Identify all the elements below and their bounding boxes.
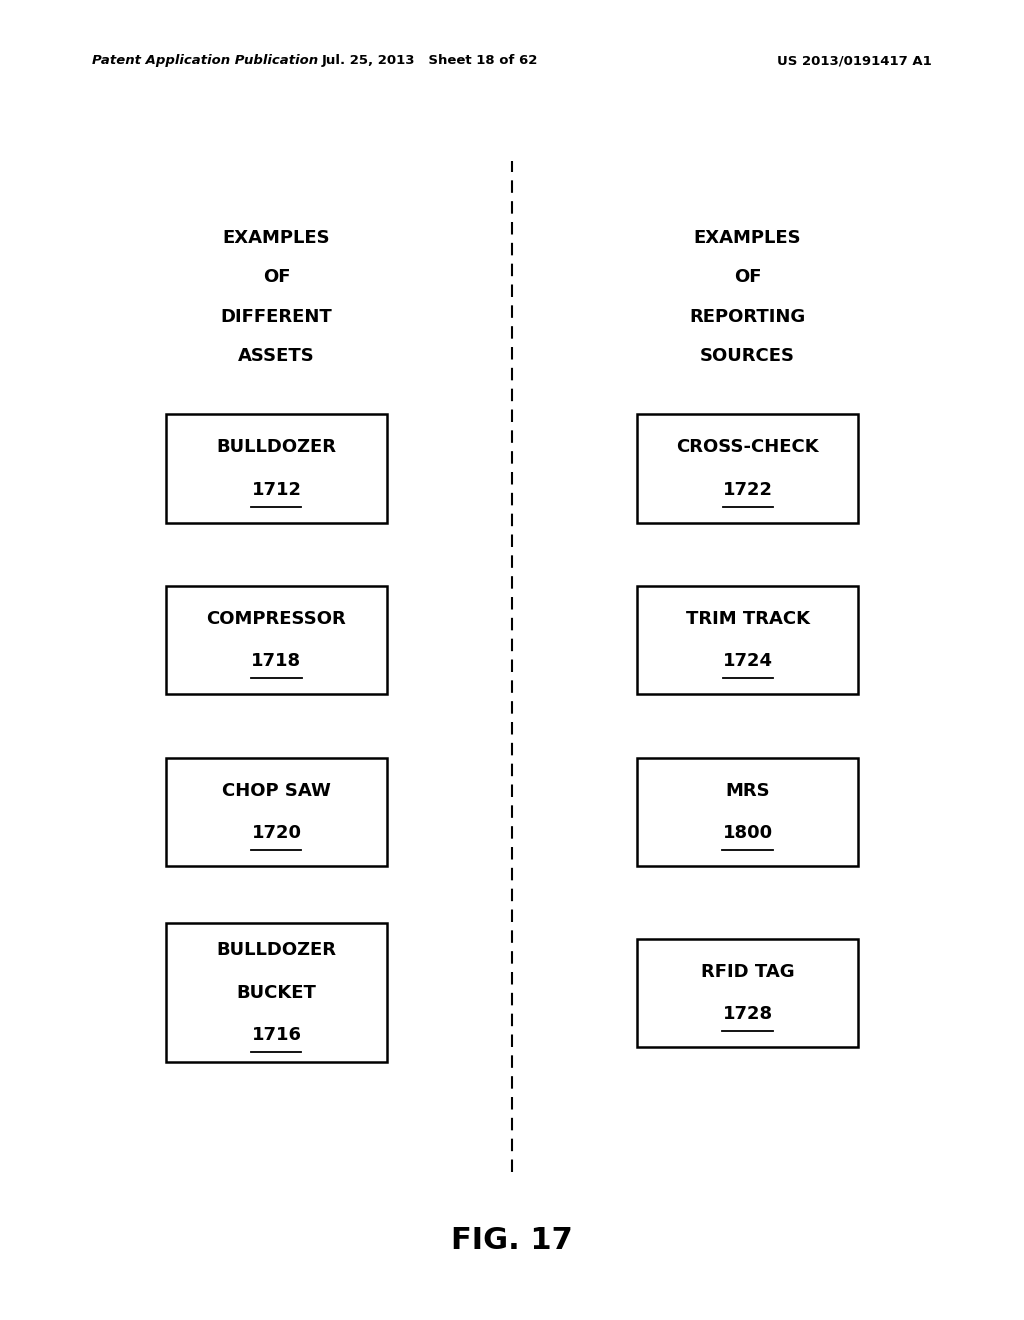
Text: 1720: 1720 (252, 824, 301, 842)
Bar (637, 414, 857, 523)
Bar (167, 758, 387, 866)
Text: 1722: 1722 (723, 480, 772, 499)
Text: CROSS-CHECK: CROSS-CHECK (676, 438, 819, 457)
Text: OF: OF (263, 268, 290, 286)
Text: OF: OF (734, 268, 761, 286)
Text: Jul. 25, 2013   Sheet 18 of 62: Jul. 25, 2013 Sheet 18 of 62 (322, 54, 539, 67)
Text: 1716: 1716 (252, 1026, 301, 1044)
Text: ASSETS: ASSETS (239, 347, 314, 366)
Bar (637, 586, 857, 694)
Text: EXAMPLES: EXAMPLES (222, 228, 331, 247)
Text: US 2013/0191417 A1: US 2013/0191417 A1 (777, 54, 932, 67)
Text: Patent Application Publication: Patent Application Publication (92, 54, 318, 67)
Text: SOURCES: SOURCES (700, 347, 795, 366)
Text: BULLDOZER: BULLDOZER (216, 438, 337, 457)
Text: 1718: 1718 (252, 652, 301, 671)
Text: RFID TAG: RFID TAG (700, 962, 795, 981)
Text: TRIM TRACK: TRIM TRACK (685, 610, 810, 628)
Text: BUCKET: BUCKET (237, 983, 316, 1002)
Text: 1728: 1728 (723, 1005, 772, 1023)
Text: CHOP SAW: CHOP SAW (222, 781, 331, 800)
Text: BULLDOZER: BULLDOZER (216, 941, 337, 960)
Text: 1712: 1712 (252, 480, 301, 499)
Text: REPORTING: REPORTING (689, 308, 806, 326)
Bar (637, 758, 857, 866)
Bar (637, 939, 857, 1047)
Text: DIFFERENT: DIFFERENT (220, 308, 333, 326)
Bar (167, 414, 387, 523)
Text: 1800: 1800 (723, 824, 772, 842)
Bar (167, 586, 387, 694)
Text: MRS: MRS (725, 781, 770, 800)
Bar (167, 924, 387, 1061)
Text: EXAMPLES: EXAMPLES (693, 228, 802, 247)
Text: 1724: 1724 (723, 652, 772, 671)
Text: COMPRESSOR: COMPRESSOR (207, 610, 346, 628)
Text: FIG. 17: FIG. 17 (452, 1226, 572, 1255)
